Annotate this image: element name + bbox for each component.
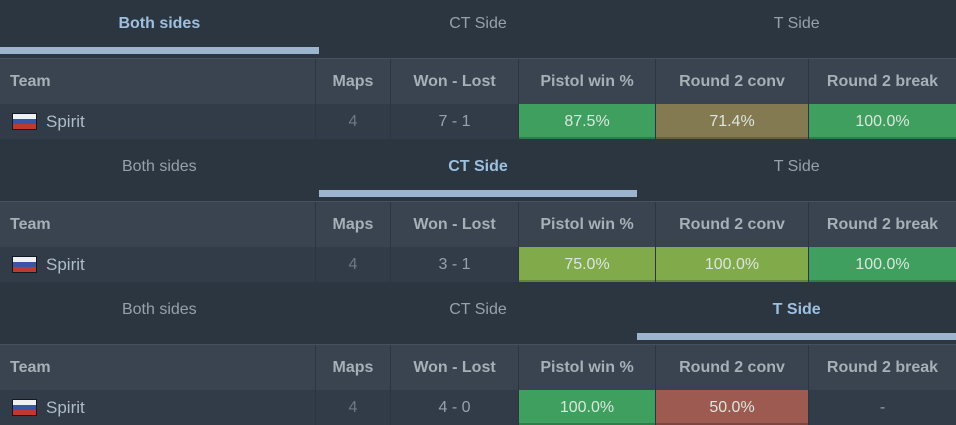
table-header-row: Team Maps Won - Lost Pistol win % Round … [0,344,956,390]
tab-label: T Side [773,14,820,32]
table-row: Spirit 4 3 - 1 75.0% 100.0% 100.0% [0,247,956,282]
table-header-row: Team Maps Won - Lost Pistol win % Round … [0,201,956,247]
won-lost-cell: 4 - 0 [390,390,518,425]
stats-section-ct-side: Both sides CT Side T Side Team Maps Won … [0,143,956,282]
pistol-stats-table: Team Maps Won - Lost Pistol win % Round … [0,201,956,282]
tab-label: CT Side [449,300,507,318]
maps-cell: 4 [315,104,390,139]
team-cell[interactable]: Spirit [0,247,315,282]
column-header-pistol-win: Pistol win % [518,345,655,390]
table-row: Spirit 4 4 - 0 100.0% 50.0% - [0,390,956,425]
tab-label: Both sides [121,157,197,175]
column-header-team: Team [10,72,51,90]
active-tab-underline [318,190,638,197]
team-cell[interactable]: Spirit [0,104,315,139]
won-lost-cell: 7 - 1 [390,104,518,139]
round2-break-cell: 100.0% [808,247,956,282]
tab-both-sides[interactable]: Both sides [0,143,319,197]
maps-cell: 4 [315,390,390,425]
column-header-won-lost: Won - Lost [390,345,518,390]
round2-conv-cell: 71.4% [655,104,808,139]
table-row: Spirit 4 7 - 1 87.5% 71.4% 100.0% [0,104,956,139]
russia-flag-icon [12,399,37,416]
table-header-row: Team Maps Won - Lost Pistol win % Round … [0,58,956,104]
pistol-win-cell: 87.5% [518,104,655,139]
tab-ct-side[interactable]: CT Side [318,143,638,197]
column-header-round2-conv: Round 2 conv [655,59,808,104]
stats-section-both-sides: Both sides CT Side T Side Team Maps Won … [0,0,956,139]
tab-label: T Side [772,300,821,318]
active-tab-underline [637,333,956,340]
pistol-stats-table: Team Maps Won - Lost Pistol win % Round … [0,344,956,425]
tab-label: Both sides [118,14,201,32]
active-tab-underline [0,47,319,54]
side-tabs: Both sides CT Side T Side [0,0,956,54]
tab-both-sides[interactable]: Both sides [0,286,319,340]
pistol-stats-table: Team Maps Won - Lost Pistol win % Round … [0,58,956,139]
column-header-won-lost: Won - Lost [390,59,518,104]
column-header-maps: Maps [315,202,390,247]
column-header-maps: Maps [315,59,390,104]
column-header-pistol-win: Pistol win % [518,202,655,247]
round2-break-cell: 100.0% [808,104,956,139]
column-header-team: Team [10,358,51,376]
round2-conv-cell: 100.0% [655,247,808,282]
column-header-maps: Maps [315,345,390,390]
russia-flag-icon [12,256,37,273]
tab-label: T Side [773,157,820,175]
round2-break-cell: - [808,390,956,425]
team-name: Spirit [46,254,85,274]
tab-label: CT Side [448,157,508,175]
column-header-round2-conv: Round 2 conv [655,202,808,247]
column-header-round2-break: Round 2 break [808,59,956,104]
tab-ct-side[interactable]: CT Side [319,0,638,54]
side-tabs: Both sides CT Side T Side [0,143,956,197]
tab-label: CT Side [449,14,507,32]
column-header-round2-break: Round 2 break [808,345,956,390]
team-cell[interactable]: Spirit [0,390,315,425]
russia-flag-icon [12,113,37,130]
tab-t-side[interactable]: T Side [637,143,956,197]
team-name: Spirit [46,397,85,417]
column-header-round2-break: Round 2 break [808,202,956,247]
team-name: Spirit [46,111,85,131]
column-header-round2-conv: Round 2 conv [655,345,808,390]
tab-ct-side[interactable]: CT Side [319,286,638,340]
column-header-won-lost: Won - Lost [390,202,518,247]
pistol-win-cell: 100.0% [518,390,655,425]
stats-section-t-side: Both sides CT Side T Side Team Maps Won … [0,286,956,425]
tab-t-side[interactable]: T Side [637,286,956,340]
column-header-pistol-win: Pistol win % [518,59,655,104]
tab-t-side[interactable]: T Side [637,0,956,54]
pistol-win-cell: 75.0% [518,247,655,282]
side-tabs: Both sides CT Side T Side [0,286,956,340]
tab-both-sides[interactable]: Both sides [0,0,319,54]
won-lost-cell: 3 - 1 [390,247,518,282]
round2-conv-cell: 50.0% [655,390,808,425]
column-header-team: Team [10,215,51,233]
maps-cell: 4 [315,247,390,282]
tab-label: Both sides [121,300,197,318]
